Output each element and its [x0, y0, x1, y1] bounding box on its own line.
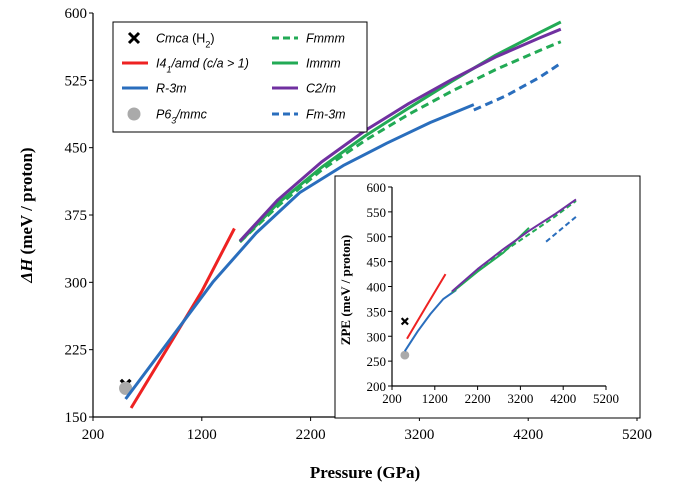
inset-y-tick-label: 500 [367, 230, 387, 245]
inset-x-tick-label: 3200 [507, 391, 533, 406]
y-axis-label-unit: (meV / proton) [17, 147, 36, 258]
inset-y-tick-label: 600 [367, 180, 387, 195]
legend-items: Cmca (H2) I41/amd (c/a > 1) R-3m P63/mmc Fmm… [122, 32, 346, 126]
legend-label-p63: P63/mmc [156, 108, 208, 126]
inset-y-tick-label: 300 [367, 329, 387, 344]
inset-series-i41 [406, 273, 447, 340]
inset-series-cmca-point [400, 317, 409, 326]
main-series-i41 [129, 227, 236, 409]
main-x-tick-label: 1200 [187, 427, 217, 443]
inset-plot: 200 1200 2200 3200 4200 5200 200 250 300 350 400 4… [334, 175, 641, 419]
main-x-tick-label: 3200 [404, 427, 434, 443]
legend-entry-r3m: R-3m [122, 82, 187, 96]
main-y-tick-label: 375 [65, 208, 88, 224]
main-y-tick-label: 300 [65, 275, 88, 291]
legend-label-fmmm: Fmmm [306, 32, 345, 46]
main-series-layer [119, 20, 562, 409]
legend-label-immm: Immm [306, 57, 341, 71]
main-series-immm [238, 20, 562, 243]
main-series-c2m [238, 27, 562, 243]
inset-x-tick-label: 4200 [550, 391, 576, 406]
inset-y-tick-label: 550 [367, 205, 387, 220]
legend-entry-fmmm: Fmmm [272, 32, 345, 46]
legend-swatch-cmca [127, 31, 141, 45]
main-y-tick-label: 450 [65, 141, 88, 157]
inset-x-tick-label: 5200 [593, 391, 619, 406]
main-series-p63-point [119, 381, 133, 395]
inset-y-axis-label: ZPE (meV / proton) [338, 235, 353, 345]
inset-x-tick-label: 2200 [465, 391, 491, 406]
legend-label-cmca: Cmca (H2) [156, 32, 215, 50]
inset-series-p63-point [400, 350, 410, 360]
legend-swatch-p63 [127, 107, 141, 121]
inset-y-tick-labels: 200 250 300 350 400 450 500 550 600 [367, 180, 392, 394]
x-axis-label: Pressure (GPa) [310, 463, 420, 482]
main-series-r3m [124, 103, 475, 400]
legend-label-c2m: C2/m [306, 82, 336, 96]
legend-entry-fm3m: Fm-3m [272, 108, 346, 122]
inset-frame [334, 175, 641, 419]
main-x-tick-label: 5200 [622, 427, 652, 443]
main-x-tick-label: 2200 [296, 427, 326, 443]
inset-x-tick-label: 1200 [422, 391, 448, 406]
inset-x-tick-labels: 200 1200 2200 3200 4200 5200 [382, 386, 619, 406]
legend-entry-cmca: Cmca (H2) [127, 31, 215, 50]
main-y-tick-label: 150 [65, 410, 88, 426]
inset-series-r3m [403, 289, 457, 352]
legend-box [112, 21, 368, 133]
y-axis-label-symbol: ΔH [17, 258, 36, 284]
legend-label-r3m: R-3m [156, 82, 187, 96]
main-x-tick-label: 4200 [513, 427, 543, 443]
main-plot: 200 1200 2200 3200 4200 5200 150 225 300 375 450 5… [17, 6, 652, 482]
main-x-tick-labels: 200 1200 2200 3200 4200 5200 [82, 417, 652, 443]
main-y-tick-label: 600 [65, 6, 88, 22]
inset-y-tick-label: 350 [367, 304, 387, 319]
inset-series-c2m [451, 198, 577, 293]
inset-y-tick-label: 400 [367, 280, 387, 295]
y-axis-label: ΔH (meV / proton) [17, 147, 36, 283]
main-y-tick-label: 525 [65, 73, 88, 89]
main-x-tick-label: 200 [82, 427, 105, 443]
legend-entry-p63: P63/mmc [127, 107, 208, 126]
legend-entry-immm: Immm [272, 57, 341, 71]
legend-entry-i41: I41/amd (c/a > 1) [122, 57, 249, 75]
inset-y-tick-label: 250 [367, 354, 387, 369]
legend-label-fm3m: Fm-3m [306, 108, 346, 122]
inset-series-fm3m [545, 216, 577, 243]
inset-x-tick-label: 200 [382, 391, 402, 406]
main-y-tick-labels: 150 225 300 375 450 525 600 [65, 6, 93, 426]
inset-y-tick-label: 200 [367, 379, 387, 394]
main-y-tick-label: 225 [65, 343, 88, 359]
inset-series-layer [400, 198, 577, 360]
legend-entry-c2m: C2/m [272, 82, 336, 96]
main-series-fmmm [238, 40, 562, 243]
main-series-fm3m [473, 62, 562, 112]
inset-y-tick-label: 450 [367, 255, 387, 270]
legend: Cmca (H2) I41/amd (c/a > 1) R-3m P63/mmc Fmm… [112, 21, 368, 133]
legend-label-i41: I41/amd (c/a > 1) [156, 57, 249, 75]
